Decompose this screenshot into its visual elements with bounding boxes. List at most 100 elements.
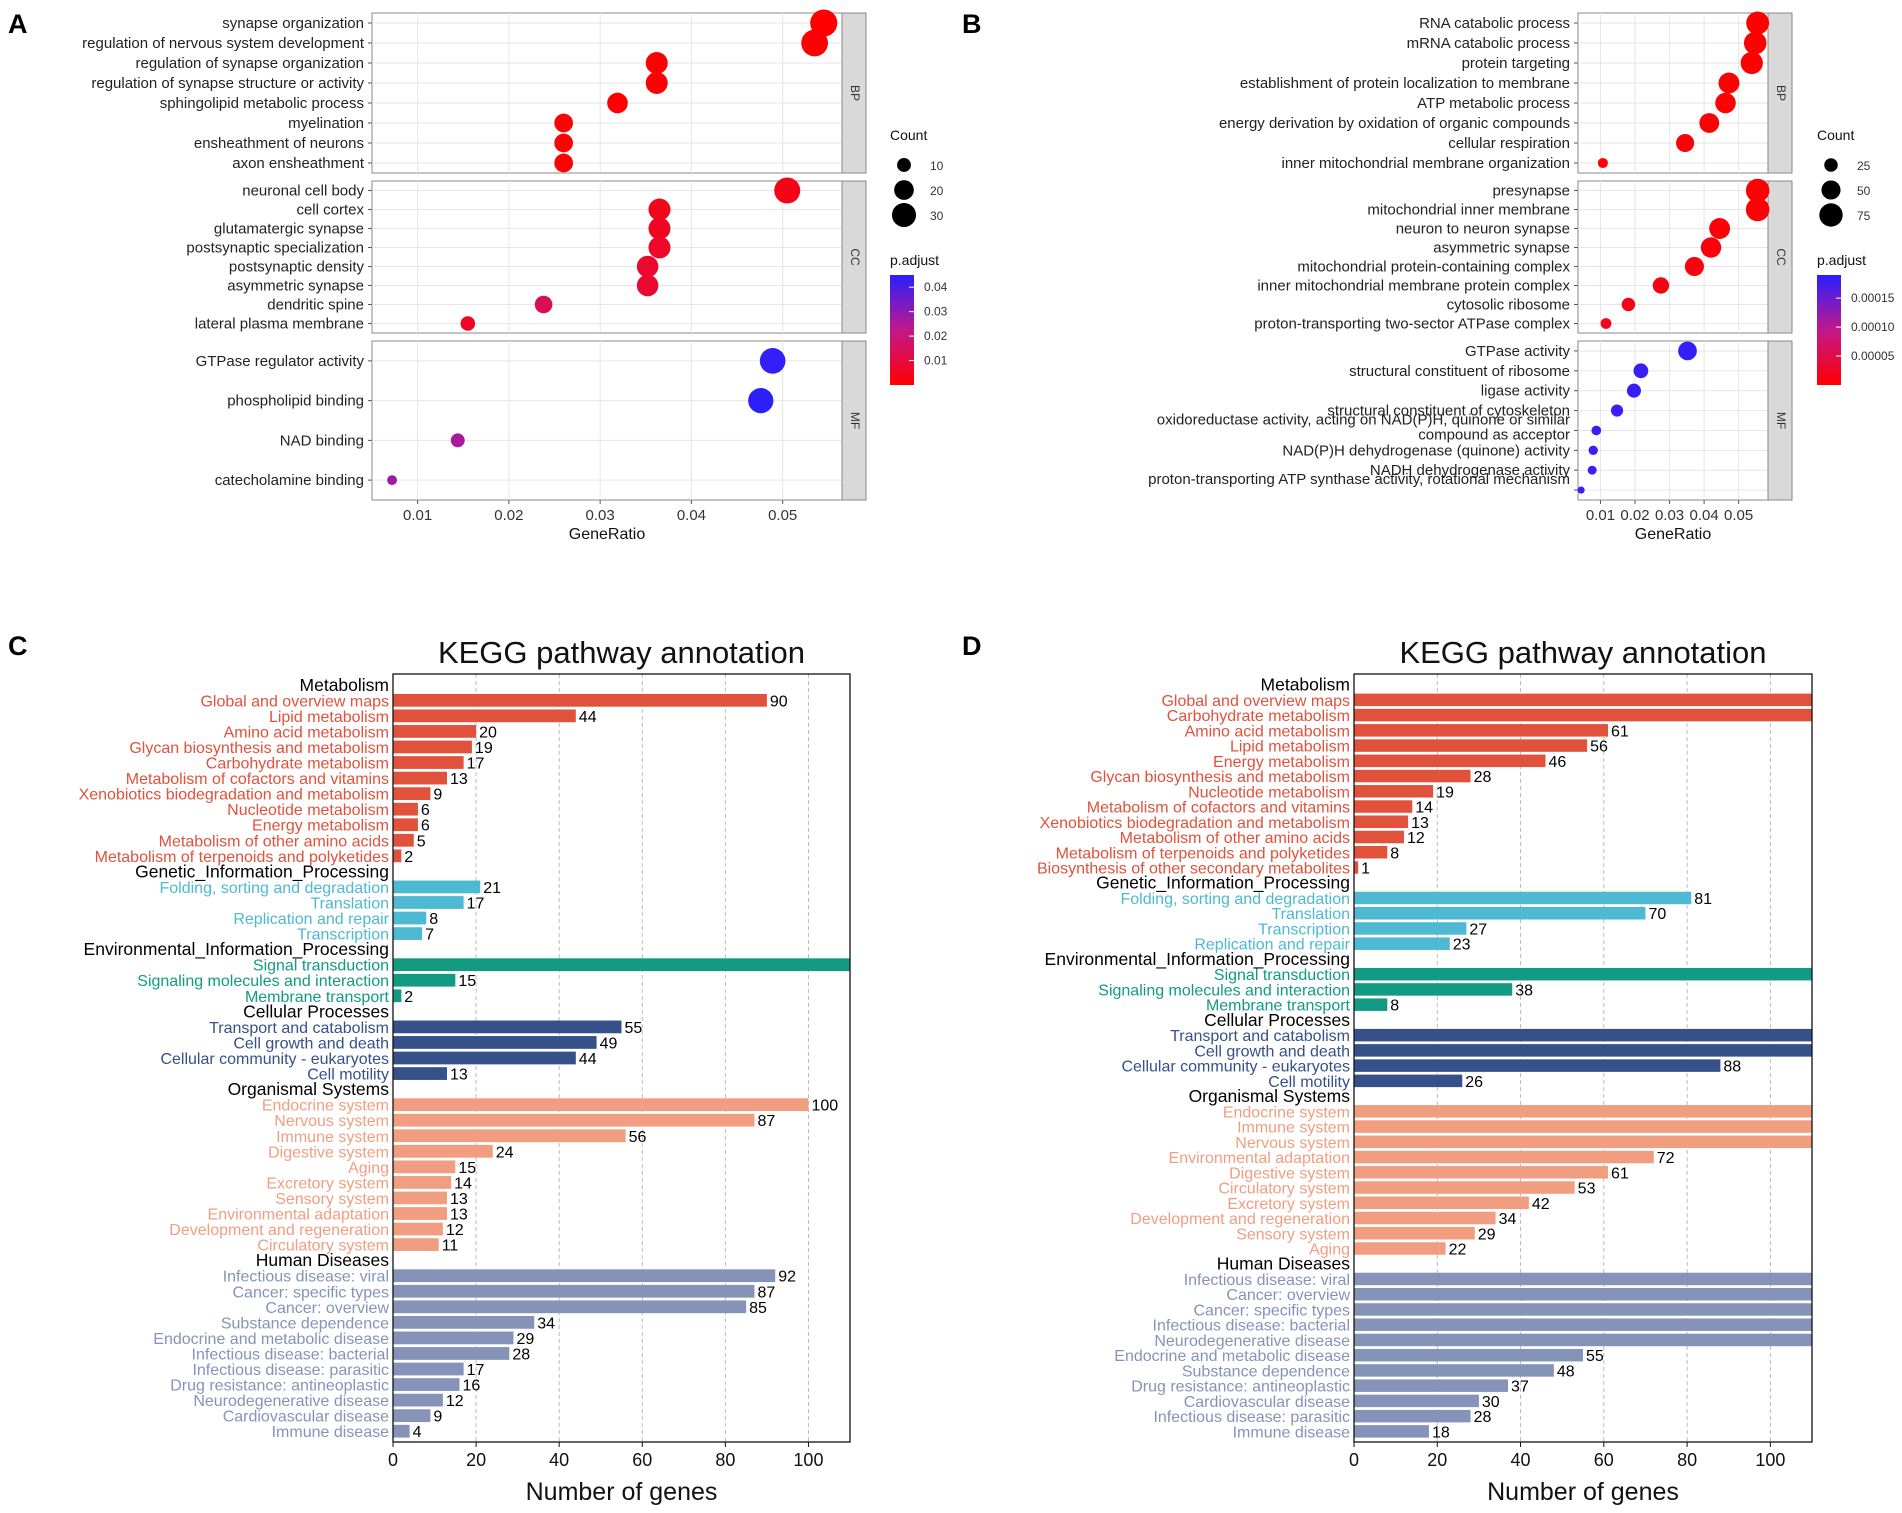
bar bbox=[1354, 1242, 1446, 1255]
size-legend-dot bbox=[1824, 158, 1838, 172]
term-label: protein targeting bbox=[1462, 55, 1570, 72]
term-label: neuron to neuron synapse bbox=[1396, 221, 1570, 238]
term-label-line: proton-transporting ATP synthase activit… bbox=[1148, 471, 1570, 488]
x-axis-title: Number of genes bbox=[526, 1478, 718, 1506]
bar bbox=[393, 896, 464, 909]
size-legend-title: Count bbox=[890, 127, 927, 143]
category-label: Metabolism of other amino acids bbox=[159, 833, 389, 850]
category-label: Infectious disease: parasitic bbox=[192, 1362, 389, 1379]
bar-value-label: 17 bbox=[467, 756, 485, 773]
bar-value-label: 17 bbox=[467, 1362, 485, 1379]
category-label: Cancer: overview bbox=[265, 1300, 389, 1317]
bar bbox=[393, 1160, 456, 1174]
category-label: Endocrine system bbox=[262, 1098, 389, 1115]
bar-value-label: 56 bbox=[629, 1129, 647, 1146]
group-header: Cellular Processes bbox=[1204, 1010, 1350, 1030]
category-label: Nervous system bbox=[1235, 1135, 1350, 1152]
bar-value-label: 27 bbox=[1469, 921, 1487, 938]
bar-value-label: 61 bbox=[1611, 1165, 1629, 1182]
facet-strip-label: BP bbox=[848, 85, 862, 101]
x-tick-label: 40 bbox=[1511, 1450, 1531, 1470]
color-legend-bar bbox=[890, 275, 914, 385]
category-label: Sensory system bbox=[275, 1191, 389, 1208]
kegg-panel-d: KEGG pathway annotation MetabolismGlobal … bbox=[1037, 635, 1813, 1506]
term-label: inner mitochondrial membrane organizatio… bbox=[1282, 155, 1571, 172]
color-legend-title: p.adjust bbox=[890, 252, 939, 268]
bar-value-label: 20 bbox=[479, 724, 497, 741]
bar-value-label: 48 bbox=[1557, 1363, 1575, 1380]
term-label: myelination bbox=[288, 115, 364, 132]
term-label: energy derivation by oxidation of organi… bbox=[1219, 115, 1570, 132]
term-label: neuronal cell body bbox=[242, 183, 364, 200]
bar bbox=[393, 802, 418, 816]
dot-point bbox=[1684, 256, 1704, 277]
category-label: Endocrine system bbox=[1223, 1104, 1350, 1121]
facet-strip-label: BP bbox=[1774, 85, 1788, 101]
bar-value-label: 4 bbox=[413, 1424, 422, 1441]
x-tick-label: 100 bbox=[1755, 1450, 1785, 1470]
bar bbox=[1354, 1074, 1463, 1088]
bar bbox=[393, 1393, 443, 1407]
bar bbox=[1354, 967, 1812, 981]
category-label: Translation bbox=[1271, 906, 1350, 923]
facet-strip-bp bbox=[1767, 12, 1793, 174]
dot-point bbox=[1678, 341, 1697, 361]
size-legend-title: Count bbox=[1817, 127, 1854, 143]
category-label: Excretory system bbox=[1227, 1196, 1350, 1213]
category-label: Replication and repair bbox=[233, 911, 389, 928]
category-label: Circulatory system bbox=[257, 1238, 389, 1255]
bar-value-label: 17 bbox=[467, 895, 485, 912]
facet-panel-cc bbox=[1577, 180, 1769, 334]
term-label: asymmetric synapse bbox=[227, 278, 364, 295]
bar bbox=[393, 958, 850, 972]
dot-point bbox=[534, 295, 553, 314]
facet-panel-bp bbox=[1577, 12, 1769, 174]
bar bbox=[393, 740, 472, 754]
bar bbox=[1354, 922, 1467, 935]
category-label: Transport and catabolism bbox=[209, 1020, 389, 1037]
bar bbox=[1354, 724, 1608, 737]
bar-value-label: 21 bbox=[483, 880, 501, 897]
category-label: Folding, sorting and degradation bbox=[1121, 891, 1351, 908]
category-label: Environmental adaptation bbox=[208, 1207, 389, 1224]
bar bbox=[393, 693, 767, 707]
bar-value-label: 5 bbox=[417, 833, 426, 850]
category-label: Development and regeneration bbox=[1130, 1211, 1350, 1228]
panel-label-d: D bbox=[962, 631, 982, 661]
bar-value-label: 9 bbox=[433, 1409, 442, 1426]
term-label: asymmetric synapse bbox=[1433, 240, 1570, 257]
size-legend-dot bbox=[1821, 180, 1841, 200]
bar bbox=[393, 1347, 510, 1360]
x-tick-label: 0.05 bbox=[1724, 507, 1753, 524]
dot-point bbox=[1745, 178, 1770, 203]
category-label: Infectious disease: bacterial bbox=[1153, 1318, 1350, 1335]
size-legend-dot bbox=[891, 202, 917, 228]
bar-value-label: 87 bbox=[757, 1284, 775, 1301]
bar-value-label: 12 bbox=[446, 1222, 464, 1239]
bar bbox=[1354, 769, 1471, 783]
bar-value-label: 70 bbox=[1648, 906, 1666, 923]
term-label: proton-transporting two-sector ATPase co… bbox=[1254, 316, 1570, 333]
bar bbox=[1354, 708, 1812, 722]
bar bbox=[1354, 815, 1409, 829]
dot-point bbox=[1718, 72, 1740, 94]
category-label: Energy metabolism bbox=[252, 818, 389, 835]
bar bbox=[393, 911, 427, 925]
x-axis-title: Number of genes bbox=[1487, 1478, 1679, 1506]
dot-point bbox=[648, 236, 671, 259]
category-label: Immune disease bbox=[1233, 1424, 1350, 1441]
bar bbox=[1354, 693, 1812, 707]
bar bbox=[1354, 1120, 1812, 1133]
bar bbox=[393, 787, 431, 801]
category-label: Development and regeneration bbox=[169, 1222, 389, 1239]
x-tick-label: 0.03 bbox=[1655, 507, 1684, 524]
bar-value-label: 81 bbox=[1694, 891, 1712, 908]
term-label: phospholipid binding bbox=[227, 393, 364, 410]
plot-border bbox=[1353, 673, 1813, 1443]
bar bbox=[1354, 1227, 1475, 1240]
dot-point bbox=[810, 9, 838, 37]
bar bbox=[1354, 1181, 1575, 1194]
x-tick-label: 0.04 bbox=[677, 507, 706, 524]
size-legend-dot bbox=[1819, 203, 1843, 227]
dot-point bbox=[1743, 31, 1767, 55]
